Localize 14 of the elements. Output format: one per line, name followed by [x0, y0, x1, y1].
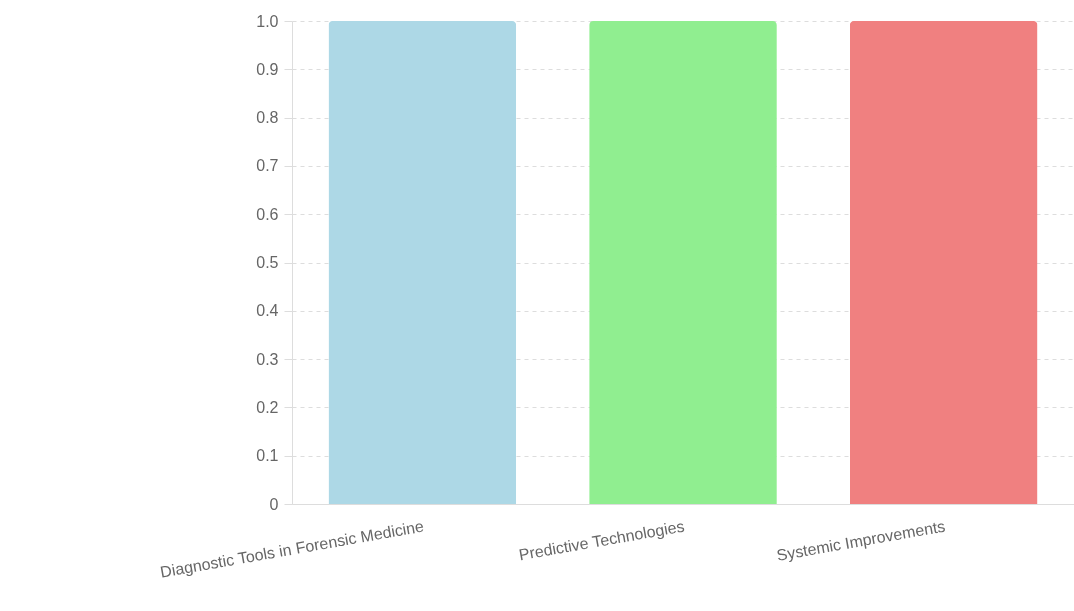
- x-tick-label: Diagnostic Tools in Forensic Medicine: [158, 517, 426, 581]
- y-tick-label: 0: [269, 495, 279, 513]
- y-tick-label: 0.4: [256, 302, 279, 320]
- y-tick-label: 0.7: [256, 157, 279, 175]
- y-tick-label: 0.2: [256, 398, 279, 416]
- y-tick-label: 0.5: [256, 254, 279, 271]
- y-tick-label: 0.8: [256, 109, 279, 127]
- x-tick-label: Predictive Technologies: [517, 517, 686, 564]
- y-tick-label: 0.6: [256, 205, 279, 223]
- y-tick-label: 1.0: [256, 12, 279, 30]
- y-tick-label: 0.9: [256, 60, 279, 78]
- y-tick-label: 0.1: [256, 447, 279, 465]
- x-tick-label: Systemic Improvements: [775, 517, 947, 564]
- y-tick-label: 0.3: [256, 350, 279, 368]
